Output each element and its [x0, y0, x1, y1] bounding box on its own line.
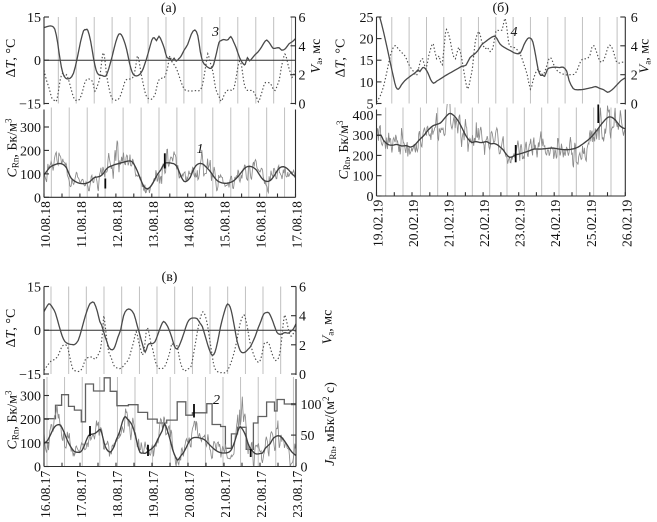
svg-text:2: 2: [299, 69, 306, 84]
svg-text:400: 400: [353, 109, 374, 124]
svg-text:50: 50: [301, 429, 315, 444]
svg-text:2: 2: [213, 393, 220, 408]
svg-text:300: 300: [20, 121, 41, 136]
svg-text:4: 4: [631, 40, 638, 55]
svg-text:0: 0: [34, 191, 41, 206]
svg-text:19.08.17: 19.08.17: [146, 470, 161, 517]
svg-text:200: 200: [20, 144, 41, 159]
svg-text:0: 0: [301, 461, 308, 476]
svg-text:3: 3: [211, 25, 219, 40]
svg-text:19.02.19: 19.02.19: [371, 200, 386, 248]
svg-text:0: 0: [367, 190, 374, 205]
svg-text:15: 15: [27, 281, 41, 296]
svg-text:15: 15: [27, 11, 41, 26]
svg-text:0: 0: [34, 54, 41, 69]
svg-text:−15: −15: [19, 98, 41, 113]
svg-text:25: 25: [360, 11, 374, 26]
svg-text:14.08.18: 14.08.18: [182, 201, 197, 249]
svg-text:26.02.19: 26.02.19: [619, 200, 634, 248]
svg-text:22.02.19: 22.02.19: [477, 200, 492, 248]
svg-text:25.02.19: 25.02.19: [584, 200, 599, 248]
svg-text:CRn, Бк/м3: CRn, Бк/м3: [4, 390, 21, 449]
svg-text:4: 4: [299, 310, 306, 325]
svg-text:(б): (б): [492, 1, 509, 16]
svg-text:200: 200: [20, 413, 41, 428]
svg-text:ΔT, °C: ΔT, °C: [4, 309, 19, 348]
svg-text:100: 100: [20, 168, 41, 183]
svg-text:(а): (а): [161, 1, 177, 16]
svg-text:0: 0: [631, 98, 638, 113]
svg-text:2: 2: [631, 69, 638, 84]
svg-text:200: 200: [353, 149, 374, 164]
svg-text:−15: −15: [19, 368, 41, 383]
svg-text:12.08.18: 12.08.18: [110, 201, 125, 249]
svg-text:17.08.18: 17.08.18: [290, 201, 305, 249]
svg-text:21.02.19: 21.02.19: [442, 200, 457, 248]
svg-text:300: 300: [353, 129, 374, 144]
svg-text:JRn, мБк/(м2 с): JRn, мБк/(м2 с): [321, 382, 338, 466]
svg-text:Vа, мс: Vа, мс: [309, 39, 324, 74]
svg-text:ΔT, °C: ΔT, °C: [4, 39, 19, 78]
svg-text:(в): (в): [162, 270, 178, 285]
svg-text:ΔT, °C: ΔT, °C: [334, 39, 349, 78]
svg-text:0: 0: [299, 368, 306, 383]
svg-text:23.08.17: 23.08.17: [290, 470, 305, 517]
svg-text:100: 100: [301, 398, 322, 413]
svg-text:1: 1: [197, 142, 204, 157]
svg-text:6: 6: [631, 11, 638, 26]
svg-text:23.02.19: 23.02.19: [513, 200, 528, 248]
svg-text:0: 0: [34, 324, 41, 339]
svg-text:6: 6: [299, 11, 306, 26]
svg-text:100: 100: [353, 170, 374, 185]
svg-text:CRn, Бк/м3: CRn, Бк/м3: [4, 118, 21, 177]
svg-text:11.08.18: 11.08.18: [74, 201, 89, 248]
svg-text:18.08.17: 18.08.17: [110, 470, 125, 517]
svg-text:300: 300: [20, 390, 41, 405]
svg-text:17.08.17: 17.08.17: [74, 470, 89, 517]
svg-text:2: 2: [299, 339, 306, 354]
svg-text:24.02.19: 24.02.19: [548, 200, 563, 248]
svg-text:15: 15: [360, 54, 374, 69]
svg-text:4: 4: [511, 25, 518, 40]
svg-text:Vа, мс: Vа, мс: [321, 310, 336, 345]
svg-text:10.08.18: 10.08.18: [38, 201, 53, 249]
svg-text:13.08.18: 13.08.18: [146, 201, 161, 249]
svg-text:CRn, Бк/м3: CRn, Бк/м3: [335, 120, 352, 179]
svg-text:22.08.17: 22.08.17: [254, 470, 269, 517]
svg-text:10: 10: [360, 76, 374, 91]
svg-text:20.02.19: 20.02.19: [406, 200, 421, 248]
svg-text:20: 20: [360, 33, 374, 48]
svg-text:Vа, мс: Vа, мс: [637, 39, 652, 74]
svg-text:15.08.18: 15.08.18: [218, 201, 233, 249]
svg-text:100: 100: [20, 437, 41, 452]
svg-text:0: 0: [34, 461, 41, 476]
svg-text:16.08.17: 16.08.17: [38, 470, 53, 517]
svg-text:21.08.17: 21.08.17: [218, 470, 233, 517]
svg-text:6: 6: [299, 281, 306, 296]
svg-text:20.08.17: 20.08.17: [182, 470, 197, 517]
svg-text:16.08.18: 16.08.18: [254, 201, 269, 249]
svg-text:4: 4: [299, 40, 306, 55]
svg-text:0: 0: [299, 98, 306, 113]
svg-text:5: 5: [367, 98, 374, 113]
